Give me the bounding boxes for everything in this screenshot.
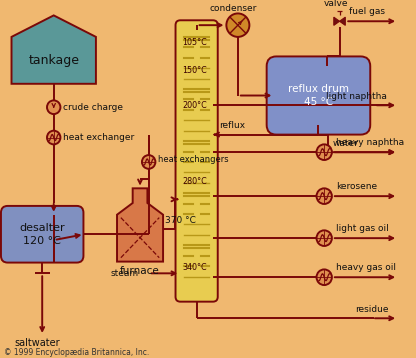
Text: kerosene: kerosene	[336, 182, 377, 191]
Polygon shape	[339, 17, 345, 25]
Text: furnace: furnace	[120, 266, 160, 276]
Text: tankage: tankage	[28, 54, 79, 67]
Text: heavy naphtha: heavy naphtha	[336, 138, 404, 147]
Circle shape	[47, 100, 60, 114]
Polygon shape	[334, 17, 339, 25]
Text: 340°C: 340°C	[182, 263, 207, 272]
Text: 45 °C: 45 °C	[304, 97, 333, 107]
Text: 105°C: 105°C	[182, 38, 207, 47]
Text: heavy gas oil: heavy gas oil	[336, 263, 396, 272]
Text: condenser: condenser	[209, 4, 257, 13]
Circle shape	[317, 230, 332, 246]
Text: crude charge: crude charge	[63, 103, 123, 112]
FancyBboxPatch shape	[267, 57, 370, 135]
Text: heat exchanger: heat exchanger	[63, 133, 134, 142]
Text: © 1999 Encyclopædia Britannica, Inc.: © 1999 Encyclopædia Britannica, Inc.	[4, 348, 149, 357]
Circle shape	[142, 155, 156, 169]
Text: residue: residue	[355, 305, 389, 314]
FancyBboxPatch shape	[1, 206, 84, 262]
Text: light gas oil: light gas oil	[336, 224, 389, 233]
Polygon shape	[117, 188, 163, 262]
Text: light naphtha: light naphtha	[326, 92, 387, 101]
Text: reflux drum: reflux drum	[288, 84, 349, 94]
Text: water: water	[333, 139, 359, 148]
Circle shape	[317, 144, 332, 160]
Circle shape	[317, 270, 332, 285]
Text: 150°C: 150°C	[182, 66, 207, 74]
Text: saltwater: saltwater	[15, 338, 60, 348]
Text: 280°C: 280°C	[182, 177, 207, 186]
Text: reflux: reflux	[219, 121, 245, 130]
Polygon shape	[12, 15, 96, 84]
Text: fuel gas: fuel gas	[349, 7, 385, 16]
Circle shape	[226, 14, 249, 37]
Text: desalter: desalter	[20, 223, 65, 233]
Text: valve: valve	[324, 0, 348, 8]
Text: heat exchangers: heat exchangers	[158, 155, 229, 164]
Text: 200°C: 200°C	[182, 101, 207, 110]
Text: 120 °C: 120 °C	[23, 236, 61, 246]
Text: steam: steam	[111, 269, 139, 278]
Text: 370 °C: 370 °C	[165, 216, 196, 225]
FancyBboxPatch shape	[176, 20, 218, 302]
Circle shape	[47, 131, 60, 144]
Circle shape	[317, 188, 332, 204]
